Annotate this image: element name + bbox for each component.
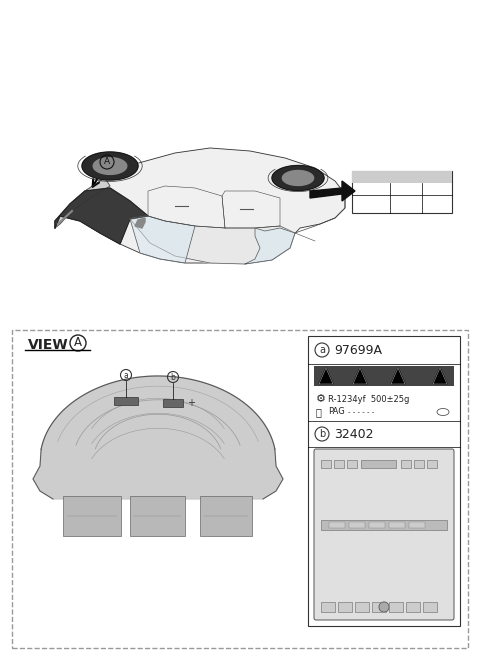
Polygon shape [55,148,345,263]
Bar [389,522,405,528]
Polygon shape [353,368,367,384]
Bar [401,460,411,468]
Polygon shape [391,368,405,384]
Bar [114,397,138,405]
Bar [389,602,403,612]
Text: a: a [124,371,128,380]
Bar [361,460,396,468]
Text: a: a [319,345,325,355]
Text: 32402: 32402 [334,428,373,440]
Polygon shape [55,178,110,228]
Bar [63,496,121,536]
Bar [355,602,369,612]
Bar [427,460,437,468]
Bar [347,460,357,468]
Bar [130,496,185,536]
Text: 05203: 05203 [358,183,393,193]
Text: PAG: PAG [328,407,345,417]
Bar [12,330,468,648]
Bar [338,602,352,612]
Bar [372,602,386,612]
Bar [329,522,345,528]
Text: +: + [187,398,195,408]
Text: ⚙: ⚙ [316,394,326,404]
Polygon shape [310,181,355,201]
Text: A: A [74,337,82,350]
Text: R-1234yf  500±25g: R-1234yf 500±25g [328,394,409,403]
Bar [414,460,424,468]
Bar [321,520,447,530]
Polygon shape [93,157,127,174]
Bar [163,399,183,407]
Polygon shape [272,165,324,190]
Bar [423,602,437,612]
Bar [352,171,452,213]
Text: ⛽: ⛽ [316,407,322,417]
Bar [314,366,454,386]
Polygon shape [82,152,138,180]
Text: - - - - - -: - - - - - - [348,409,374,415]
Bar [321,602,335,612]
Bar [352,171,452,183]
Polygon shape [33,376,283,499]
Text: A: A [104,157,110,167]
Bar [321,460,331,468]
Polygon shape [245,228,295,264]
Text: b: b [319,429,325,439]
Polygon shape [130,216,195,263]
Polygon shape [135,218,145,228]
Polygon shape [433,368,447,384]
Bar [308,336,460,626]
Bar [369,522,385,528]
Polygon shape [282,171,313,186]
Bar [409,522,425,528]
Ellipse shape [437,409,449,415]
Bar [200,496,252,536]
FancyBboxPatch shape [314,449,454,620]
Bar [406,602,420,612]
Circle shape [379,602,389,612]
Polygon shape [130,216,295,264]
Text: VIEW: VIEW [28,338,69,352]
Text: 97699A: 97699A [334,344,382,356]
Text: b: b [170,373,175,382]
Bar [334,460,344,468]
Polygon shape [319,368,333,384]
Bar [349,522,365,528]
Polygon shape [55,188,148,244]
